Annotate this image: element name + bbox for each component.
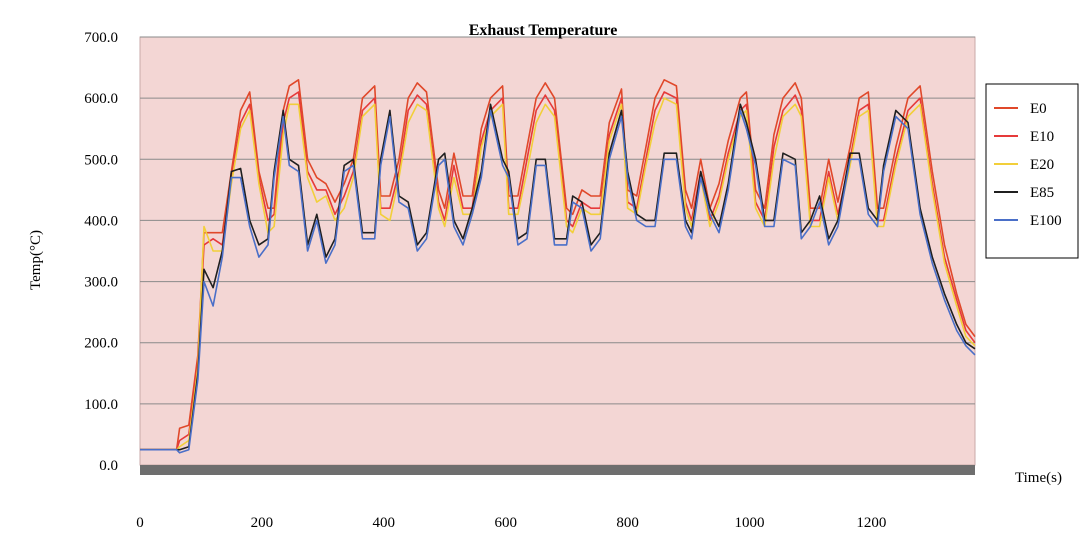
x-tick-label: 0 [136, 515, 144, 531]
series-line-e0 [140, 79, 976, 451]
y-axis-label: Temp(°C) [28, 230, 44, 290]
series-lines [140, 79, 976, 454]
y-tick-label: 300.0 [84, 275, 118, 291]
x-axis-label: Time(s) [1015, 470, 1062, 486]
legend-box [985, 83, 1079, 259]
x-tick-label: 600 [494, 515, 517, 531]
x-tick-label: 800 [616, 515, 639, 531]
x-tick-label: 400 [373, 515, 396, 531]
legend: E0 E10 E20 E85 E100 [985, 83, 1079, 259]
x-tick-label: 1000 [734, 515, 764, 531]
x-axis-ticks: 0 200 400 600 800 1000 1200 [136, 515, 886, 531]
series-line-e10 [140, 91, 976, 451]
plot-area [139, 36, 976, 466]
plot-floor [140, 465, 975, 475]
legend-label-e0: E0 [1030, 101, 1047, 117]
legend-label-e20: E20 [1030, 157, 1054, 173]
y-tick-label: 700.0 [84, 30, 118, 46]
y-tick-label: 200.0 [84, 336, 118, 352]
y-tick-label: 500.0 [84, 152, 118, 168]
series-line-e100 [140, 109, 976, 454]
legend-label-e85: E85 [1030, 185, 1054, 201]
y-tick-label: 100.0 [84, 397, 118, 413]
y-tick-label: 600.0 [84, 91, 118, 107]
legend-label-e10: E10 [1030, 129, 1054, 145]
chart-title: Exhaust Temperature [469, 22, 618, 39]
legend-label-e100: E100 [1030, 213, 1062, 229]
y-tick-label: 0.0 [99, 458, 118, 474]
x-tick-label: 200 [251, 515, 274, 531]
y-tick-label: 400.0 [84, 213, 118, 229]
x-tick-label: 1200 [856, 515, 886, 531]
y-axis-ticks: 0.0 100.0 200.0 300.0 400.0 500.0 600.0 700.0 [84, 30, 118, 474]
